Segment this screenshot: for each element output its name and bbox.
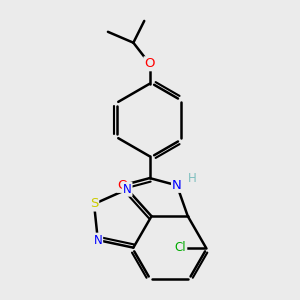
Text: N: N xyxy=(94,234,102,247)
Text: H: H xyxy=(188,172,197,185)
Text: O: O xyxy=(144,57,155,70)
Text: N: N xyxy=(172,179,182,192)
Text: N: N xyxy=(123,183,132,196)
Text: S: S xyxy=(90,197,98,211)
Text: Cl: Cl xyxy=(175,241,186,254)
Text: O: O xyxy=(117,179,128,192)
